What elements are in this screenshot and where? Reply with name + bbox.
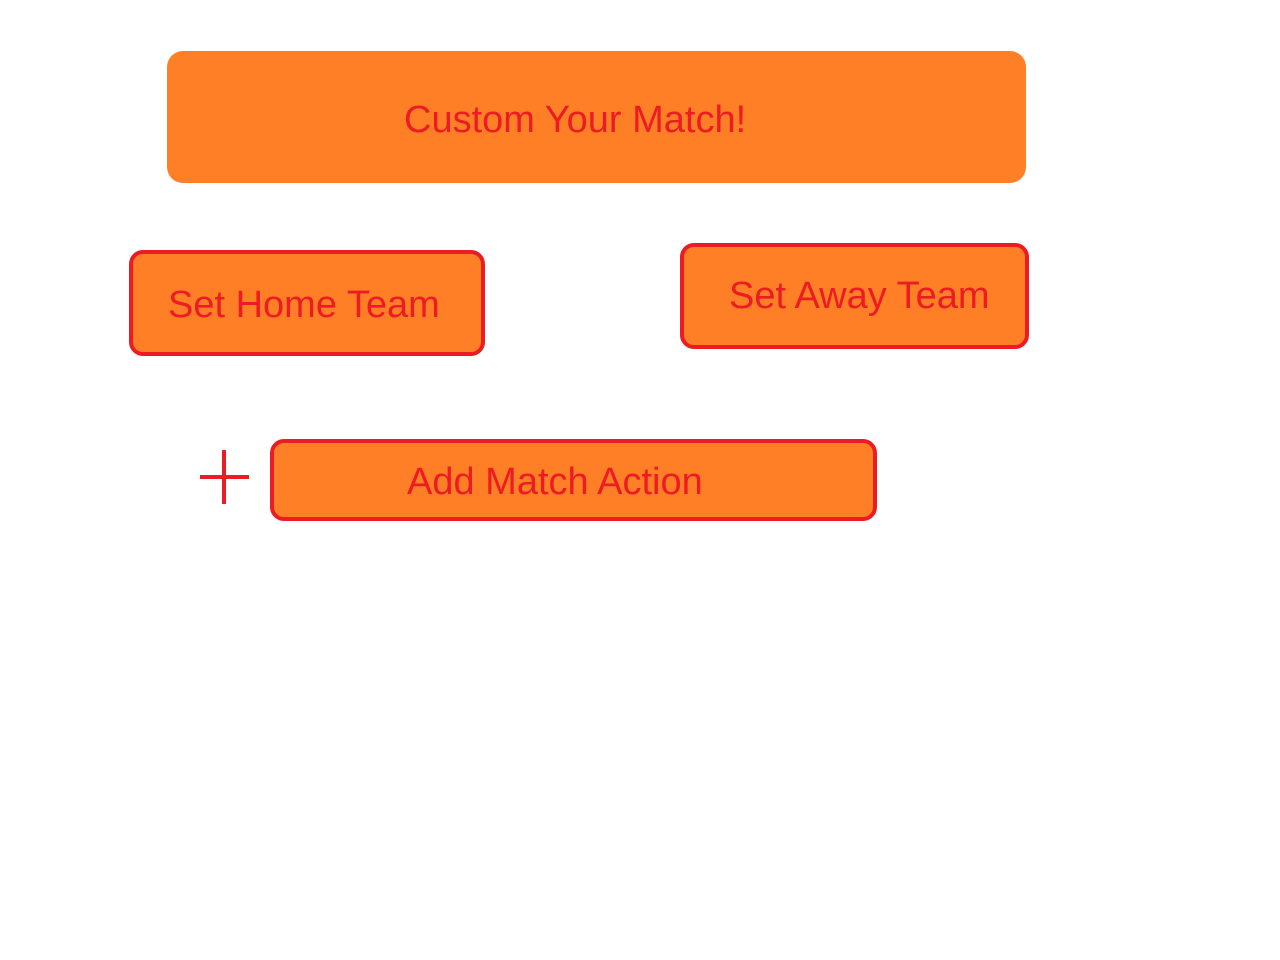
title-banner: Custom Your Match! <box>167 51 1026 183</box>
plus-icon[interactable] <box>200 450 249 504</box>
plus-icon-graphic <box>200 450 249 504</box>
set-home-team-label: Set Home Team <box>168 284 440 326</box>
add-match-action-label: Add Match Action <box>407 461 703 503</box>
set-away-team-label: Set Away Team <box>729 275 990 317</box>
add-match-action-button[interactable]: Add Match Action <box>270 439 877 521</box>
set-away-team-button[interactable]: Set Away Team <box>680 243 1029 349</box>
page-title: Custom Your Match! <box>404 99 747 141</box>
set-home-team-button[interactable]: Set Home Team <box>129 250 485 356</box>
